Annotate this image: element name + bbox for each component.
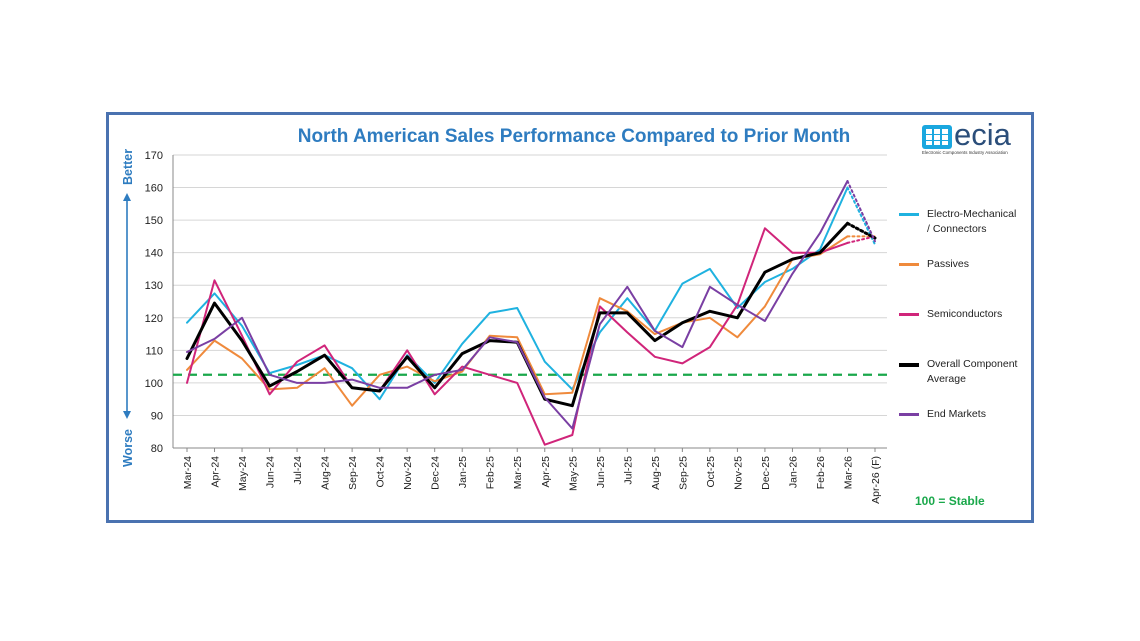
y-tick-label: 80 — [151, 443, 163, 455]
ecia-logo-wordmark: ecia — [954, 117, 1011, 152]
x-tick-label: Aug-25 — [650, 456, 662, 490]
legend-label-line: Passives — [927, 258, 970, 270]
x-tick-label: Jul-25 — [622, 456, 634, 485]
x-tick-label: Mar-25 — [512, 456, 524, 489]
y-tick-label: 140 — [145, 248, 163, 260]
x-tick-label: Oct-25 — [705, 456, 717, 488]
x-tick-label: Aug-24 — [320, 456, 332, 490]
legend-label-line: Electro-Mechanical — [927, 208, 1017, 220]
y-tick-label: 90 — [151, 410, 163, 422]
series-line — [185, 221, 849, 408]
y-tick-label: 110 — [145, 345, 163, 357]
stable-note: 100 = Stable — [915, 494, 985, 508]
ecia-logo: ecia Electronic Components Industry Asso… — [922, 117, 1027, 155]
x-tick-label: Feb-26 — [815, 456, 827, 489]
chart-title: North American Sales Performance Compare… — [297, 126, 851, 147]
worse-label: Worse — [121, 429, 135, 467]
forecast-segment — [846, 235, 876, 244]
ecia-logo-tagline: Electronic Components Industry Associati… — [922, 150, 1008, 155]
x-tick-label: May-24 — [237, 456, 249, 491]
x-tick-label: Dec-24 — [430, 456, 442, 490]
legend-swatch — [899, 363, 919, 367]
x-tick-label: Feb-25 — [485, 456, 497, 489]
x-tick-label: Jan-25 — [457, 456, 469, 488]
x-tick-label: Mar-26 — [842, 456, 854, 489]
x-tick-label: Nov-24 — [402, 456, 414, 490]
legend-label: Electro-Mechanical / Connectors — [927, 207, 1047, 237]
x-tick-label: Dec-25 — [760, 456, 772, 490]
x-tick-label: Jun-25 — [595, 456, 607, 488]
x-tick-label: Mar-24 — [182, 456, 194, 489]
legend-swatch — [899, 263, 919, 266]
line-chart: 80 90 100 110 120 130 140 150 160 170 Mar-24 Apr-24… — [121, 149, 887, 504]
x-tick-label: Jan-26 — [787, 456, 799, 488]
y-tick-label: 170 — [145, 150, 163, 162]
x-tick-label: Apr-24 — [210, 456, 222, 488]
legend-swatch — [899, 213, 919, 216]
legend-swatch — [899, 313, 919, 316]
better-label: Better — [121, 149, 135, 185]
legend-swatch — [899, 413, 919, 416]
legend-label: Passives — [927, 257, 1047, 272]
series-line — [186, 186, 849, 401]
x-tick-label: Oct-24 — [375, 456, 387, 488]
chart-frame: North American Sales Performance Compare… — [106, 112, 1034, 523]
legend-label-line: Overall Component — [927, 358, 1018, 370]
series-line — [186, 235, 849, 407]
x-tick-label: May-25 — [567, 456, 579, 491]
y-tick-label: 100 — [145, 378, 163, 390]
x-tick-label: Jul-24 — [292, 456, 304, 485]
forecast-segment — [846, 180, 876, 243]
x-tick-label: Sep-24 — [347, 456, 359, 490]
legend-label-line: Average — [927, 373, 966, 385]
legend-label: End Markets — [927, 407, 1047, 422]
x-tick-label: Jun-24 — [265, 456, 277, 488]
arrow-up-icon — [123, 193, 131, 201]
x-tick-label: Sep-25 — [677, 456, 689, 490]
legend-label: Overall Component Average — [927, 357, 1047, 387]
forecast-segment — [845, 221, 877, 240]
series-line — [186, 180, 849, 430]
legend-label: Semiconductors — [927, 307, 1047, 322]
legend-label-line: / Connectors — [927, 223, 987, 235]
legend-label-line: Semiconductors — [927, 308, 1003, 320]
arrow-down-icon — [123, 411, 131, 419]
x-tick-label: Apr-25 — [540, 456, 552, 488]
y-tick-label: 120 — [145, 313, 163, 325]
x-tick-label: Apr-26 (F) — [870, 456, 882, 504]
ecia-logo-mark-icon — [922, 125, 952, 149]
x-tick-label: Nov-25 — [732, 456, 744, 490]
y-tick-label: 150 — [145, 215, 163, 227]
y-tick-label: 130 — [145, 280, 163, 292]
legend-label-line: End Markets — [927, 408, 986, 420]
y-tick-label: 160 — [145, 183, 163, 195]
